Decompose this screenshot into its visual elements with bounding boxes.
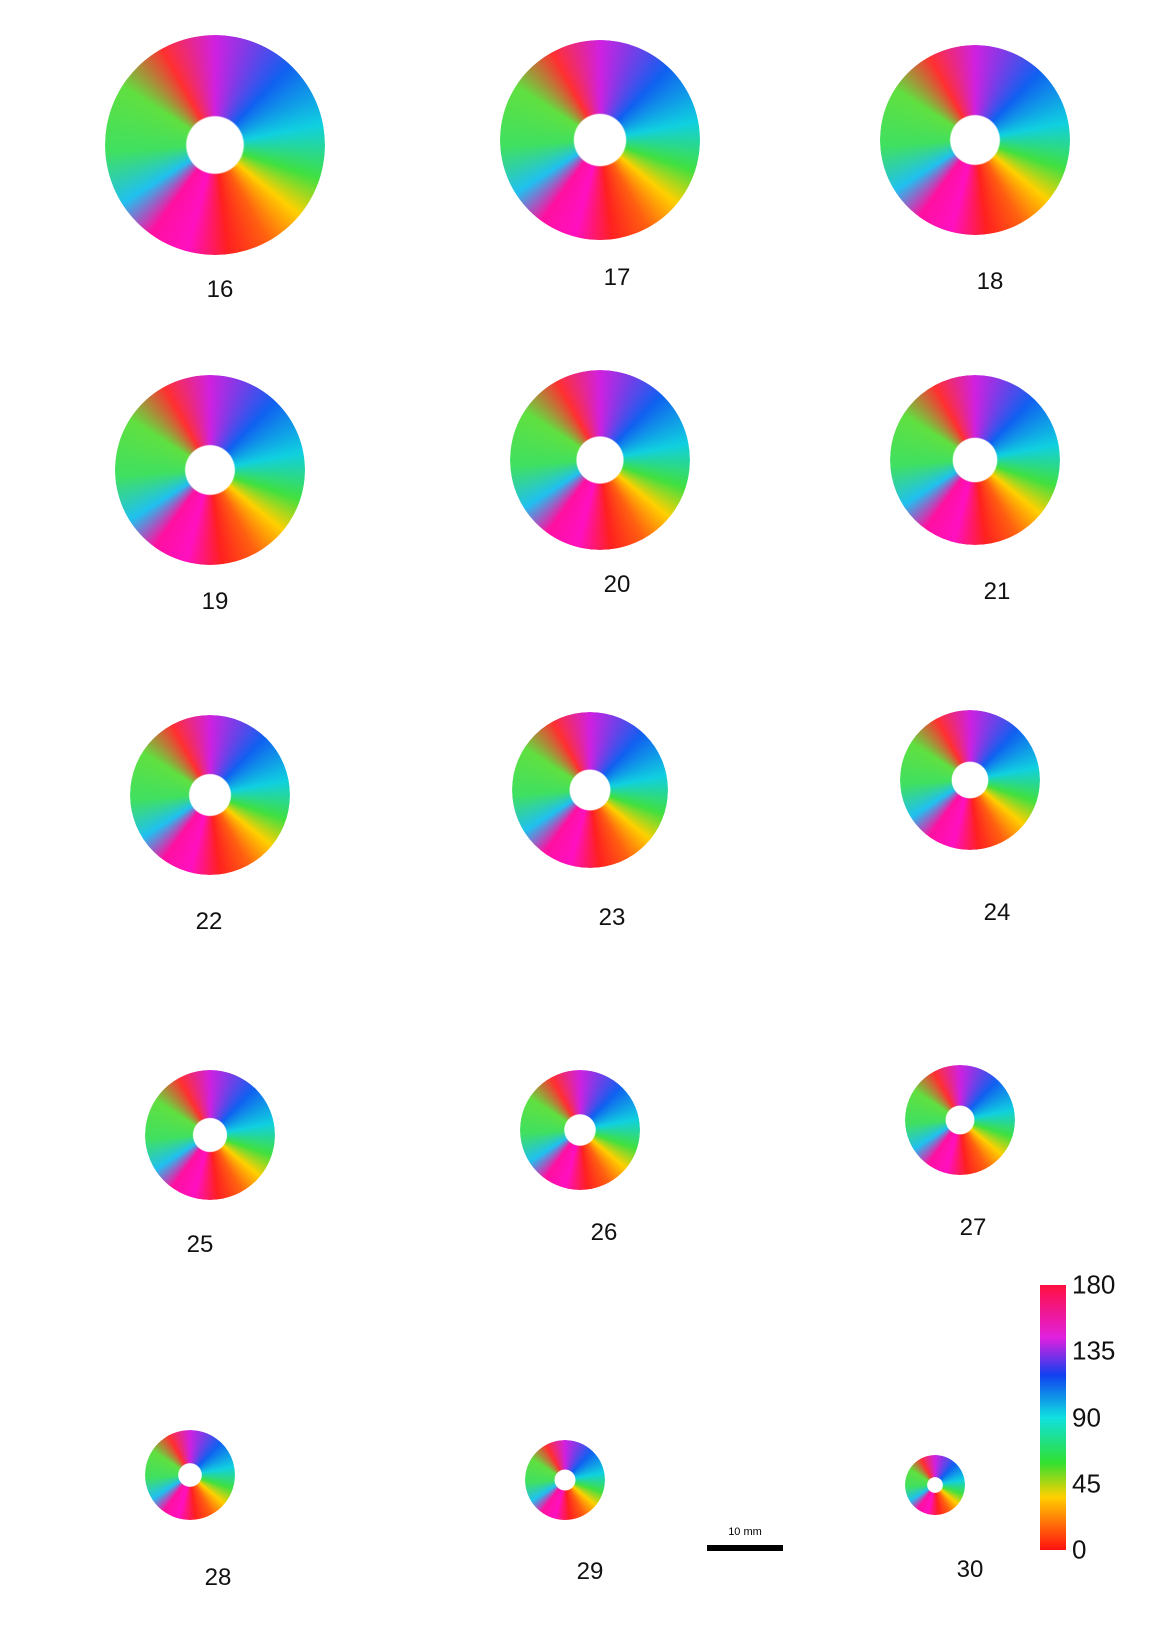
colorbar-tick-label: 135 [1072, 1335, 1116, 1366]
slice-map [512, 712, 668, 868]
slice-map [905, 1065, 1015, 1175]
slice-map [105, 35, 325, 255]
slice-map [905, 1455, 965, 1515]
slice-label: 28 [204, 1564, 232, 1591]
slice-map [145, 1430, 235, 1520]
slice-map [115, 375, 305, 565]
slice-map [510, 370, 690, 550]
slice-label: 20 [603, 571, 631, 598]
colorbar-tick-label: 90 [1072, 1402, 1101, 1432]
slice-label: 26 [590, 1219, 618, 1246]
slice-label: 24 [983, 899, 1011, 926]
slice-map [130, 715, 290, 875]
slice-map [145, 1070, 275, 1200]
slice-label: 19 [201, 588, 229, 615]
slice-map [900, 710, 1040, 850]
colorbar [1040, 1285, 1066, 1550]
slice-label: 18 [976, 268, 1004, 295]
scale-bar [707, 1545, 783, 1551]
slice-label: 25 [186, 1231, 214, 1258]
slice-label: 23 [598, 904, 626, 931]
colorbar-tick-label: 45 [1072, 1468, 1101, 1499]
slice-label: 21 [983, 578, 1011, 605]
slice-map [880, 45, 1070, 235]
slice-label: 17 [603, 264, 631, 291]
slice-label: 30 [956, 1556, 984, 1583]
slice-map [500, 40, 700, 240]
slice-label: 29 [576, 1558, 604, 1585]
slice-label: 16 [206, 276, 234, 303]
colorbar-tick-label: 0 [1072, 1534, 1087, 1565]
scale-bar-label: 10 mm [728, 1526, 762, 1538]
slice-map [890, 375, 1060, 545]
colorbar-tick-label: 180 [1072, 1269, 1116, 1300]
slice-map [520, 1070, 640, 1190]
slice-label: 27 [959, 1214, 987, 1241]
slice-map [525, 1440, 605, 1520]
slice-label: 22 [195, 908, 223, 935]
